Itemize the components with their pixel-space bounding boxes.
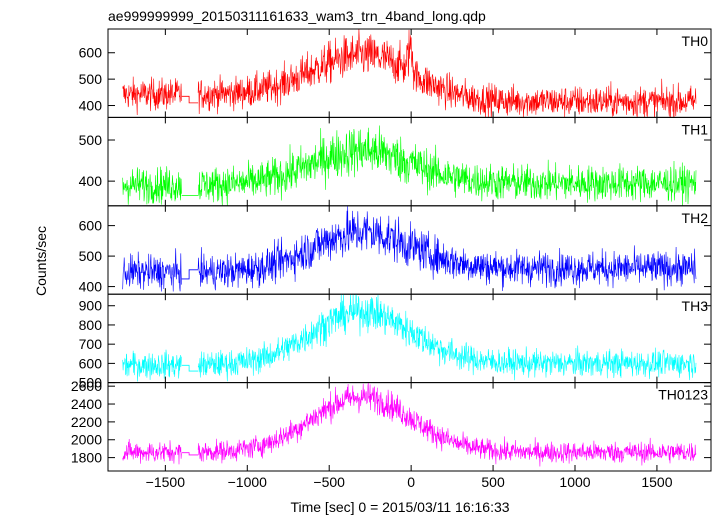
- x-tick-label: 0: [407, 474, 415, 490]
- panel-th3: 500 600 700 800 900 TH3: [79, 293, 712, 391]
- y-tick-label: 800: [79, 317, 103, 333]
- panel-th2: 400 500 600 TH2: [79, 205, 712, 295]
- gap-step-th0123: [181, 452, 199, 456]
- series-th0123: [122, 382, 697, 467]
- panel-label: TH2: [682, 210, 709, 226]
- y-tick-label: 500: [79, 248, 103, 264]
- x-tick-label: −1000: [228, 474, 268, 490]
- panel-label: TH0: [682, 33, 709, 49]
- y-tick-label: 2400: [71, 396, 102, 412]
- y-tick-label: 2600: [71, 378, 102, 394]
- series-th1: [122, 125, 697, 206]
- panel-label: TH0123: [658, 387, 708, 403]
- y-tick-label: 600: [79, 218, 103, 234]
- y-axis-label: Counts/sec: [33, 226, 49, 296]
- x-tick-label: 500: [481, 474, 505, 490]
- chart-title: ae999999999_20150311161633_wam3_trn_4ban…: [108, 8, 486, 24]
- x-axis-label: Time [sec] 0 = 2015/03/11 16:16:33: [290, 499, 509, 515]
- y-tick-label: 400: [79, 173, 103, 189]
- panel-th0: 400 500 600 TH0: [79, 28, 712, 118]
- x-tick-label: 1000: [559, 474, 590, 490]
- panel-label: TH1: [682, 121, 709, 137]
- y-tick-label: 1800: [71, 450, 102, 466]
- y-tick-label: 400: [79, 98, 103, 114]
- panel-label: TH3: [682, 298, 709, 314]
- x-tick-label: 1500: [641, 474, 672, 490]
- gap-step-th3: [181, 364, 199, 372]
- y-tick-label: 500: [79, 375, 103, 391]
- panel-th1: 400 500 TH1: [79, 116, 712, 207]
- y-tick-label: 600: [79, 355, 103, 371]
- gap-step-th0: [181, 95, 199, 104]
- gap-step-th2: [181, 269, 199, 280]
- series-th2: [122, 206, 697, 292]
- y-tick-label: 900: [79, 298, 103, 314]
- panel-frame: [107, 382, 712, 472]
- y-tick-label: 2200: [71, 414, 102, 430]
- y-tick-label: 500: [79, 71, 103, 87]
- y-tick-label: 600: [79, 45, 103, 61]
- panel-frame: [107, 28, 712, 118]
- y-tick-label: 500: [79, 132, 103, 148]
- x-tick-label: −500: [313, 474, 345, 490]
- y-tick-label: 400: [79, 279, 103, 295]
- series-th0: [122, 29, 697, 118]
- series-th3: [122, 294, 697, 382]
- y-tick-label: 2000: [71, 432, 102, 448]
- panel-th0123: 1800 2000 2200 2400 2600 TH0123: [71, 378, 712, 472]
- x-tick-label: −1500: [146, 474, 186, 490]
- y-tick-label: 700: [79, 336, 103, 352]
